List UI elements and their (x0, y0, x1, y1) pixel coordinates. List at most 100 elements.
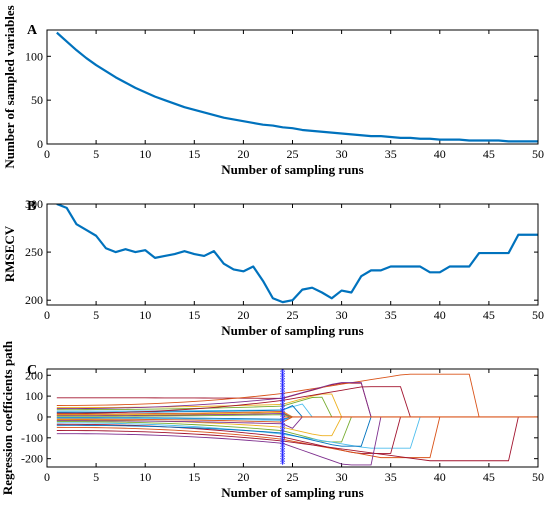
y-tick-label: 100 (25, 49, 43, 63)
asterisk-mark: * (280, 388, 286, 401)
x-tick-label: 30 (336, 470, 348, 484)
y-tick-label: 100 (25, 389, 43, 403)
coefficient-path (56, 373, 538, 418)
x-tick-label: 15 (188, 308, 200, 322)
x-tick-label: 30 (336, 147, 348, 161)
asterisk-mark: * (280, 443, 286, 456)
x-axis-label: Number of sampling runs (221, 162, 363, 177)
y-tick-label: 250 (25, 245, 43, 259)
y-tick-label: 300 (25, 197, 43, 211)
asterisk-mark: * (280, 380, 286, 393)
x-tick-label: 25 (287, 147, 299, 161)
x-tick-label: 45 (483, 470, 495, 484)
asterisk-mark: * (280, 398, 286, 411)
asterisk-mark: * (280, 433, 286, 446)
x-tick-label: 5 (93, 470, 99, 484)
asterisk-mark: * (280, 428, 286, 441)
asterisk-mark: * (280, 418, 286, 431)
asterisk-mark: * (280, 413, 286, 426)
axes-frame (46, 203, 539, 306)
x-tick-label: 15 (188, 470, 200, 484)
series-line (56, 31, 538, 143)
x-axis-label: Number of sampling runs (221, 323, 363, 338)
asterisk-mark: * (280, 390, 286, 403)
x-tick-label: 25 (287, 308, 299, 322)
plot-area (56, 204, 538, 304)
x-tick-label: 0 (44, 470, 50, 484)
x-tick-label: 35 (385, 147, 397, 161)
x-tick-label: 5 (93, 147, 99, 161)
x-tick-label: 15 (188, 147, 200, 161)
y-axis-label: Regression coefficients path (0, 340, 15, 495)
x-tick-label: 20 (237, 308, 249, 322)
x-tick-label: 10 (139, 308, 151, 322)
x-tick-label: 0 (44, 147, 50, 161)
coefficient-path (56, 416, 538, 462)
asterisk-mark: * (280, 438, 286, 451)
series-line (56, 204, 538, 304)
asterisk-mark: * (280, 415, 286, 428)
x-tick-label: 5 (93, 308, 99, 322)
y-tick-label: 0 (37, 137, 43, 151)
optimal-run-marker: ************************************** (280, 365, 286, 468)
asterisk-mark: * (280, 440, 286, 453)
panel-label: A (27, 23, 38, 38)
axes-frame (46, 368, 539, 468)
plot-area: ************************************** (56, 365, 538, 468)
x-tick-label: 30 (336, 308, 348, 322)
panel-label: C (27, 363, 37, 378)
y-tick-label: 200 (25, 293, 43, 307)
asterisk-mark: * (280, 450, 286, 463)
asterisk-mark: * (280, 410, 286, 423)
x-tick-label: 35 (385, 470, 397, 484)
y-tick-label: -100 (21, 431, 43, 445)
y-tick-label: 0 (37, 410, 43, 424)
asterisk-mark: * (280, 423, 286, 436)
asterisk-mark: * (280, 430, 286, 443)
plot-area (56, 31, 538, 143)
asterisk-mark: * (280, 385, 286, 398)
x-tick-label: 20 (237, 470, 249, 484)
x-tick-label: 40 (434, 308, 446, 322)
x-tick-label: 10 (139, 470, 151, 484)
asterisk-mark: * (280, 408, 286, 421)
asterisk-mark: * (280, 370, 286, 383)
coefficient-path (56, 416, 538, 449)
asterisk-mark: * (280, 383, 286, 396)
x-tick-label: 35 (385, 308, 397, 322)
asterisk-mark: * (280, 403, 286, 416)
x-tick-label: 10 (139, 147, 151, 161)
x-tick-label: 50 (532, 147, 544, 161)
asterisk-mark: * (280, 373, 286, 386)
asterisk-mark: * (280, 455, 286, 468)
asterisk-mark: * (280, 420, 286, 433)
x-tick-label: 45 (483, 308, 495, 322)
asterisk-mark: * (280, 368, 286, 381)
asterisk-mark: * (280, 365, 286, 378)
x-tick-label: 50 (532, 308, 544, 322)
y-axis-label: Number of sampled variables (2, 5, 17, 168)
y-tick-label: 50 (31, 93, 43, 107)
x-tick-label: 0 (44, 308, 50, 322)
panel-b: B 0 5 10 15 20 25 30 35 40 45 50 200 250 300 Number of … (2, 197, 544, 338)
x-tick-label: 50 (532, 470, 544, 484)
x-axis-label: Number of sampling runs (221, 485, 363, 500)
y-tick-label: 200 (25, 368, 43, 382)
x-tick-label: 40 (434, 470, 446, 484)
x-tick-label: 45 (483, 147, 495, 161)
asterisk-mark: * (280, 378, 286, 391)
x-tick-label: 20 (237, 147, 249, 161)
x-tick-label: 40 (434, 147, 446, 161)
asterisk-mark: * (280, 435, 286, 448)
y-tick-label: -200 (21, 452, 43, 466)
asterisk-mark: * (280, 448, 286, 461)
panel-label: B (27, 199, 36, 214)
asterisk-mark: * (280, 400, 286, 413)
asterisk-mark: * (280, 445, 286, 458)
panel-a: A 0 5 10 15 20 25 30 35 40 45 50 0 50 100 Number of sam… (2, 5, 544, 177)
asterisk-mark: * (280, 405, 286, 418)
axes-frame (46, 29, 539, 145)
y-axis-label: RMSECV (2, 225, 17, 282)
asterisk-mark: * (280, 393, 286, 406)
